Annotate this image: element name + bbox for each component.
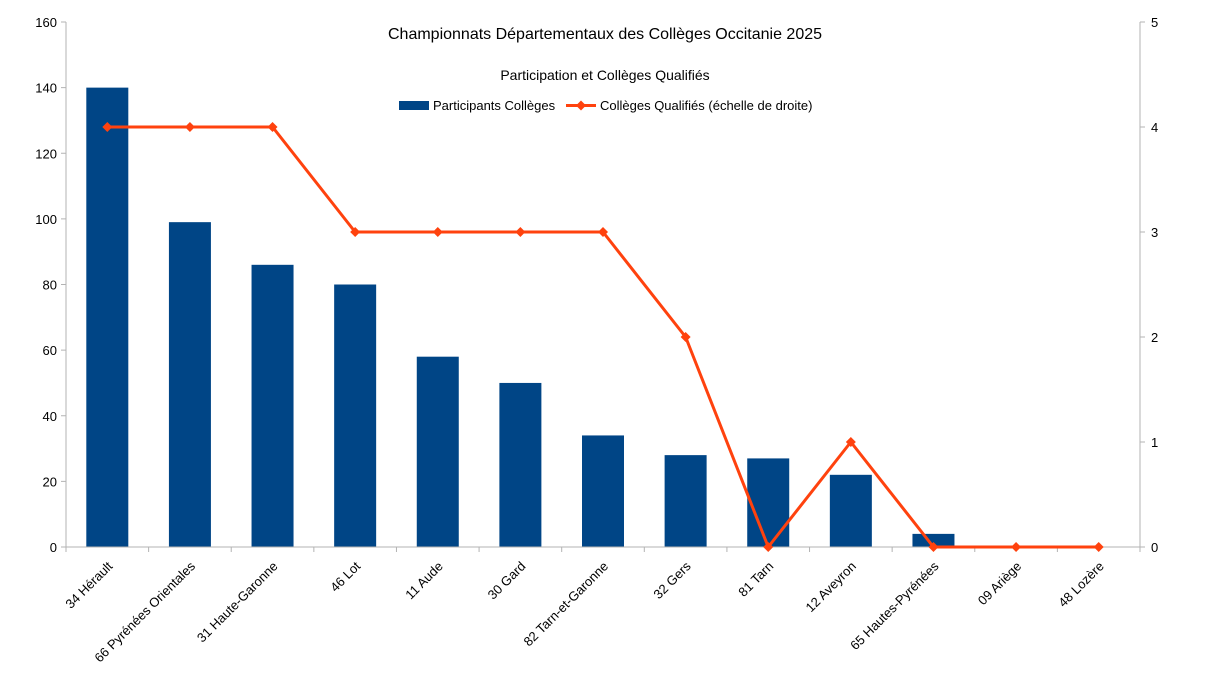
bar-participants	[86, 87, 129, 547]
left-axis-tick-label: 120	[35, 146, 57, 161]
bar-participants	[582, 435, 624, 547]
point-qualifies	[350, 227, 361, 237]
left-axis-tick-label: 160	[35, 15, 57, 30]
legend-swatch-participants	[399, 101, 429, 110]
x-axis-category-label: 81 Tarn	[735, 559, 776, 600]
left-axis-tick-label: 140	[35, 81, 57, 96]
x-axis-category-label: 12 Aveyron	[803, 559, 859, 615]
point-qualifies	[102, 122, 113, 132]
point-qualifies	[267, 122, 278, 132]
bar-participants	[251, 264, 294, 547]
x-axis-category-label: 65 Hautes-Pyrénées	[847, 558, 942, 653]
x-axis-category-label: 46 Lot	[327, 558, 363, 594]
point-qualifies	[928, 542, 939, 552]
point-qualifies	[515, 227, 526, 237]
left-axis-tick-label: 40	[43, 409, 57, 424]
point-qualifies	[845, 437, 856, 447]
point-qualifies	[680, 332, 691, 342]
bar-participants	[334, 284, 377, 547]
left-axis-tick-label: 100	[35, 212, 57, 227]
x-axis-category-label: 82 Tarn-et-Garonne	[520, 559, 611, 650]
point-qualifies	[598, 227, 608, 237]
point-qualifies	[763, 542, 774, 552]
legend-swatch-qualifies-marker	[576, 100, 586, 111]
legend-label-qualifies: Collèges Qualifiés (échelle de droite)	[600, 98, 812, 113]
right-axis-tick-label: 0	[1151, 540, 1158, 555]
point-qualifies	[1093, 542, 1104, 552]
chart-title: Championnats Départementaux des Collèges…	[388, 26, 822, 43]
right-axis-tick-label: 5	[1151, 15, 1158, 30]
x-axis-category-label: 32 Gers	[650, 558, 694, 602]
left-axis-tick-label: 0	[50, 540, 57, 555]
bar-participants	[168, 222, 211, 547]
x-axis-category-label: 34 Hérault	[62, 558, 115, 611]
right-axis-tick-label: 3	[1151, 225, 1158, 240]
right-axis-tick-label: 2	[1151, 330, 1158, 345]
bar-participants	[664, 455, 707, 547]
bar-participants	[912, 533, 955, 547]
left-axis-tick-label: 20	[43, 474, 57, 489]
chart-subtitle: Participation et Collèges Qualifiés	[500, 67, 709, 83]
bar-participants	[829, 474, 872, 547]
left-axis-tick-label: 60	[43, 343, 57, 358]
right-axis-tick-label: 4	[1151, 120, 1158, 135]
point-qualifies	[184, 122, 195, 132]
legend-label-participants: Participants Collèges	[433, 98, 556, 113]
x-axis-category-label: 30 Gard	[485, 559, 529, 603]
bar-participants	[499, 382, 542, 547]
point-qualifies	[1011, 542, 1022, 552]
left-axis-tick-label: 80	[43, 278, 57, 293]
bar-participants	[747, 458, 790, 547]
point-qualifies	[432, 227, 443, 237]
x-axis-category-label: 31 Haute-Garonne	[194, 559, 281, 646]
bar-participants	[416, 356, 459, 547]
right-axis-tick-label: 1	[1151, 435, 1158, 450]
x-axis-category-label: 11 Aude	[402, 559, 446, 603]
x-axis-category-label: 48 Lozère	[1055, 559, 1106, 610]
chart-legend: Participants Collèges Collèges Qualifiés…	[399, 98, 812, 113]
x-axis-category-label: 09 Ariège	[975, 559, 1024, 608]
